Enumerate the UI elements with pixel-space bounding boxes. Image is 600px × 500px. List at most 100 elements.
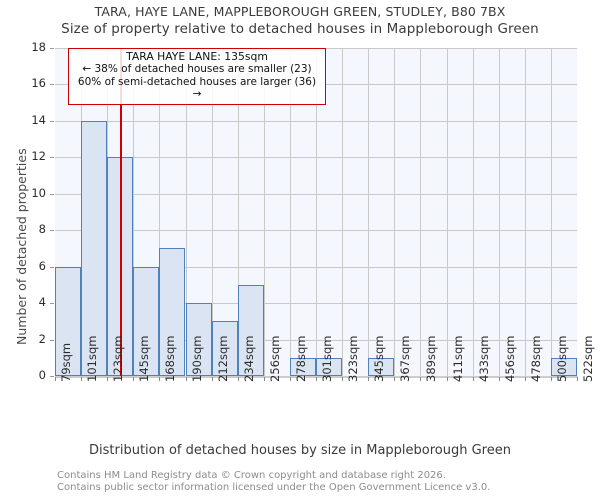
y-axis-tick-mark <box>50 230 54 232</box>
x-axis-tick-label: 433sqm <box>476 335 491 382</box>
y-axis-tick-label: 16 <box>31 76 46 91</box>
bar <box>211 321 238 376</box>
gridline-vertical <box>420 48 422 376</box>
x-axis-tick-label: 256sqm <box>267 335 282 382</box>
gridline-horizontal <box>55 157 577 159</box>
y-axis-tick-mark <box>50 84 54 86</box>
y-axis-tick-label: 18 <box>31 40 46 54</box>
bar <box>185 303 212 376</box>
bar <box>237 284 264 376</box>
property-size-marker <box>119 48 122 376</box>
y-axis-tick-label: 8 <box>38 222 46 237</box>
x-axis-tick-label: 212sqm <box>215 335 230 382</box>
gridline-vertical <box>550 48 552 376</box>
x-axis-tick-mark <box>263 377 265 381</box>
x-axis-tick-mark <box>81 377 83 381</box>
y-axis-tick-mark <box>50 193 54 195</box>
y-axis-title: Number of detached properties <box>14 148 29 345</box>
x-axis-tick-mark <box>185 377 187 381</box>
y-axis-tick-mark <box>50 266 54 268</box>
footer-attribution: Contains HM Land Registry data © Crown c… <box>57 470 597 493</box>
y-axis-tick-mark <box>50 376 54 377</box>
bar <box>81 120 108 376</box>
y-axis-tick-mark <box>50 48 54 49</box>
gridline-vertical <box>368 48 370 376</box>
x-axis-tick-label: 145sqm <box>137 335 152 382</box>
x-axis-tick-mark <box>107 377 109 381</box>
x-axis-tick-mark <box>420 377 422 381</box>
x-axis-tick-label: 278sqm <box>293 335 308 382</box>
x-axis-tick-label: 456sqm <box>502 335 517 382</box>
x-axis-title: Distribution of detached houses by size … <box>89 443 511 458</box>
gridline-vertical <box>133 48 135 376</box>
x-axis-tick-mark <box>237 377 239 381</box>
x-axis-tick-mark <box>472 377 474 381</box>
gridline-vertical <box>394 48 396 376</box>
annotation-line-2: ← 38% of detached houses are smaller (23… <box>82 63 312 76</box>
chart-title: TARA, HAYE LANE, MAPPLEBOROUGH GREEN, ST… <box>94 4 506 19</box>
y-axis-tick-label: 10 <box>31 185 46 200</box>
bar <box>368 357 395 376</box>
bar <box>55 266 82 376</box>
y-axis-tick-mark <box>50 157 54 159</box>
y-axis-tick-label: 6 <box>38 258 46 273</box>
bar-series <box>55 48 577 376</box>
footer-line-2: Contains public sector information licen… <box>57 481 491 493</box>
bar <box>316 357 343 376</box>
x-axis-tick-label: 411sqm <box>450 335 465 382</box>
x-axis-tick-mark <box>394 377 396 381</box>
bar <box>159 248 186 376</box>
x-axis-tick-mark <box>446 377 448 381</box>
gridline-vertical <box>159 48 161 376</box>
x-axis-tick-mark <box>289 377 291 381</box>
y-axis-tick-label: 12 <box>31 149 46 164</box>
y-axis-tick-mark <box>50 303 54 305</box>
x-axis-tick-mark <box>159 377 161 381</box>
bar <box>550 357 577 376</box>
gridline-vertical <box>446 48 448 376</box>
x-axis-tick-label: 301sqm <box>320 335 334 382</box>
x-axis-tick-label: 234sqm <box>241 335 256 382</box>
annotation-line-3: 60% of semi-detached houses are larger (… <box>77 75 317 101</box>
x-axis-tick-label: 323sqm <box>346 335 361 382</box>
bar <box>133 266 160 376</box>
gridline-horizontal <box>55 230 577 232</box>
y-axis-tick-label: 0 <box>38 368 46 382</box>
gridline-vertical <box>289 48 291 376</box>
gridline-horizontal <box>55 303 577 305</box>
x-axis-tick-mark <box>316 377 317 381</box>
chart-titles: TARA, HAYE LANE, MAPPLEBOROUGH GREEN, ST… <box>0 0 600 37</box>
x-axis-tick-label: 79sqm <box>59 342 73 382</box>
annotation-line-1: TARA HAYE LANE: 135sqm <box>126 50 268 63</box>
y-axis-tick-label: 14 <box>31 112 46 127</box>
y-axis-tick-mark <box>50 339 54 341</box>
x-axis-tick-mark <box>133 377 135 381</box>
x-axis-tick-label: 522sqm <box>581 335 595 382</box>
gridline-horizontal <box>55 339 577 341</box>
gridline-vertical <box>472 48 474 376</box>
gridline-horizontal <box>55 266 577 268</box>
x-axis-tick-mark <box>342 377 344 381</box>
footer-line-1: Contains HM Land Registry data © Crown c… <box>57 470 446 481</box>
gridline-vertical <box>237 48 239 376</box>
x-axis-tick-label: 367sqm <box>398 335 413 382</box>
y-axis-tick-label: 4 <box>38 295 46 310</box>
gridline-horizontal <box>55 193 577 195</box>
x-axis-tick-mark <box>550 377 552 381</box>
x-axis-tick-label: 478sqm <box>528 335 543 382</box>
y-axis-tick-label: 2 <box>38 331 46 346</box>
x-axis-tick-mark <box>524 377 526 381</box>
gridline-vertical <box>342 48 344 376</box>
gridline-vertical <box>211 48 213 376</box>
chart-subtitle: Size of property relative to detached ho… <box>61 21 539 37</box>
x-axis-tick-mark <box>498 377 500 381</box>
gridline-vertical <box>263 48 265 376</box>
x-axis-tick-mark <box>368 377 370 381</box>
x-axis-tick-mark <box>211 377 213 381</box>
x-axis-tick-label: 190sqm <box>189 335 204 382</box>
x-axis-tick-label: 168sqm <box>163 335 178 382</box>
x-axis-tick-label: 500sqm <box>554 335 569 382</box>
x-axis-tick-mark <box>55 377 56 381</box>
x-axis-tick-label: 389sqm <box>424 335 439 382</box>
gridline-vertical <box>185 48 187 376</box>
